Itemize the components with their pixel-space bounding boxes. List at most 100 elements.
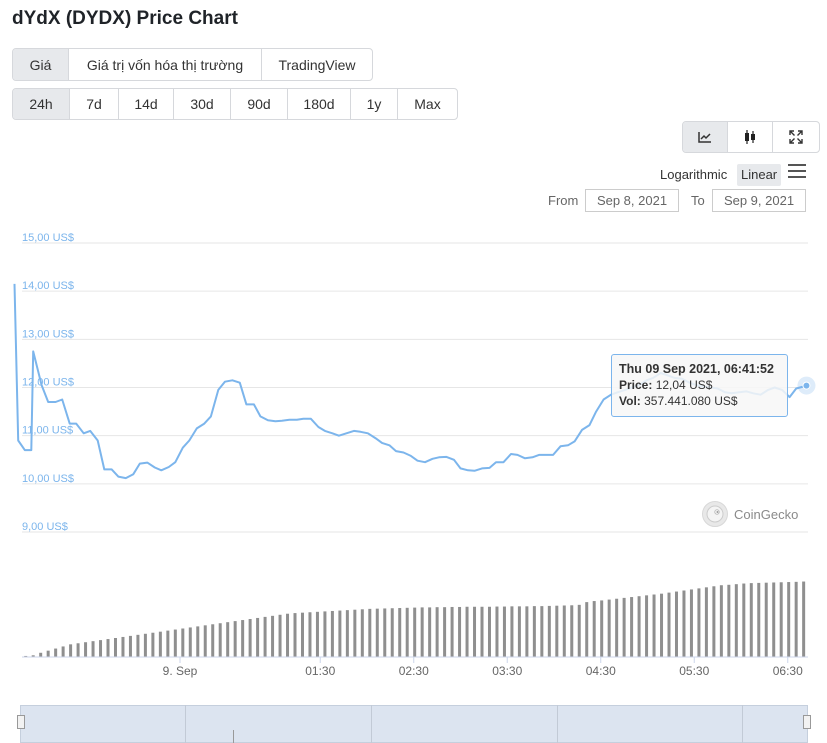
hamburger-menu-icon[interactable]	[788, 164, 806, 180]
to-label: To	[691, 193, 705, 208]
line-chart-icon	[698, 132, 711, 143]
volume-bar	[652, 594, 656, 657]
range-24h[interactable]: 24h	[13, 89, 70, 119]
time-range-tabs: 24h 7d 14d 30d 90d 180d 1y Max	[12, 88, 458, 120]
x-tick-label: 01:30	[305, 664, 335, 678]
volume-bar	[256, 617, 260, 657]
volume-bar	[330, 610, 334, 657]
fullscreen-icon	[789, 130, 803, 144]
volume-bar	[764, 582, 768, 657]
range-90d[interactable]: 90d	[231, 89, 288, 119]
volume-bar	[779, 582, 783, 657]
range-max[interactable]: Max	[414, 96, 441, 112]
volume-bar	[91, 641, 95, 657]
x-tick-label: 9. Sep	[163, 664, 198, 678]
volume-bar	[211, 624, 215, 657]
tooltip-vol-value: 357.441.080 US$	[644, 394, 738, 408]
from-label: From	[548, 193, 579, 208]
volume-bar	[802, 581, 806, 657]
tab-market-cap[interactable]: Giá trị vốn hóa thị trường	[69, 49, 262, 80]
scale-linear[interactable]: Linear	[737, 164, 782, 186]
chart-tool-buttons	[682, 121, 820, 153]
x-tick-label: 04:30	[586, 664, 616, 678]
volume-bar	[719, 585, 723, 657]
volume-bar	[704, 587, 708, 657]
volume-bar	[727, 584, 731, 657]
coingecko-watermark: CoinGecko	[702, 501, 798, 527]
tab-tradingview[interactable]: TradingView	[278, 56, 356, 73]
volume-bar	[203, 625, 207, 657]
range-navigator[interactable]	[20, 705, 808, 743]
volume-bar	[46, 650, 50, 657]
volume-bar	[637, 596, 641, 657]
volume-bar	[360, 609, 364, 657]
volume-bar	[188, 627, 192, 657]
range-180d[interactable]: 180d	[288, 89, 351, 119]
tooltip-date: Thu 09 Sep 2021, 06:41:52	[619, 362, 774, 376]
volume-bar	[338, 610, 342, 657]
volume-bar	[682, 590, 686, 657]
volume-bar	[540, 606, 544, 657]
to-date-input[interactable]	[712, 189, 806, 212]
volume-bar	[31, 655, 35, 657]
volume-bar	[278, 614, 282, 657]
volume-bar	[196, 626, 200, 657]
from-date-input[interactable]	[585, 189, 679, 212]
watermark-text: CoinGecko	[734, 506, 799, 522]
volume-bar	[473, 606, 477, 657]
range-30d[interactable]: 30d	[174, 89, 231, 119]
candlestick-button[interactable]	[728, 122, 773, 152]
volume-bar	[181, 628, 185, 657]
range-1y[interactable]: 1y	[351, 89, 398, 119]
range-14d[interactable]: 14d	[119, 89, 174, 119]
volume-bar	[555, 605, 559, 657]
page-title: dYdX (DYDX) Price Chart	[12, 8, 238, 29]
y-tick-label: 11,00 US$	[22, 425, 73, 437]
volume-bar	[158, 631, 162, 657]
x-tick-label: 06:30	[773, 664, 803, 678]
navigator-divider	[185, 705, 186, 743]
line-chart-button[interactable]	[683, 122, 728, 152]
volume-bar	[607, 599, 611, 657]
volume-bar	[712, 586, 716, 657]
price-chart[interactable]: 15,00 US$ 14,00 US$ 13,00 US$ 12,00 US$ 11,0…	[0, 225, 827, 695]
volume-bar	[772, 582, 776, 657]
tooltip-price-value: 12,04 US$	[655, 378, 713, 392]
volume-bar	[592, 601, 596, 657]
volume-bar	[398, 608, 402, 657]
chart-type-tabs: Giá Giá trị vốn hóa thị trường TradingVi…	[12, 48, 373, 81]
volume-bar	[562, 605, 566, 657]
navigator-left-handle[interactable]	[17, 715, 25, 729]
volume-bar	[128, 635, 132, 657]
volume-bar	[674, 591, 678, 657]
range-7d[interactable]: 7d	[70, 89, 119, 119]
volume-bar	[353, 609, 357, 657]
y-tick-label: 14,00 US$	[22, 280, 74, 292]
volume-bar	[794, 581, 798, 657]
price-tooltip: Thu 09 Sep 2021, 06:41:52 Price: 12,04 U…	[611, 354, 788, 417]
volume-bar	[405, 607, 409, 657]
volume-bar	[375, 608, 379, 657]
navigator-divider	[371, 705, 372, 743]
volume-bar	[450, 606, 454, 657]
scale-logarithmic[interactable]: Logarithmic	[660, 167, 728, 182]
volume-bar	[667, 592, 671, 657]
volume-bar	[383, 608, 387, 657]
volume-bar	[787, 582, 791, 657]
candlestick-icon	[745, 130, 755, 144]
fullscreen-button[interactable]	[773, 122, 819, 152]
volume-bar	[734, 584, 738, 657]
volume-bar	[390, 608, 394, 657]
volume-bar	[420, 607, 424, 657]
volume-bar	[689, 589, 693, 657]
x-tick-label: 05:30	[679, 664, 709, 678]
navigator-right-handle[interactable]	[803, 715, 811, 729]
volume-bar	[585, 602, 589, 657]
volume-bar	[465, 606, 469, 657]
volume-bar	[121, 636, 125, 657]
tab-price[interactable]: Giá	[13, 49, 69, 80]
volume-bar	[143, 633, 147, 657]
x-tick-label: 03:30	[492, 664, 522, 678]
volume-bar	[293, 613, 297, 657]
volume-bar	[84, 642, 88, 657]
